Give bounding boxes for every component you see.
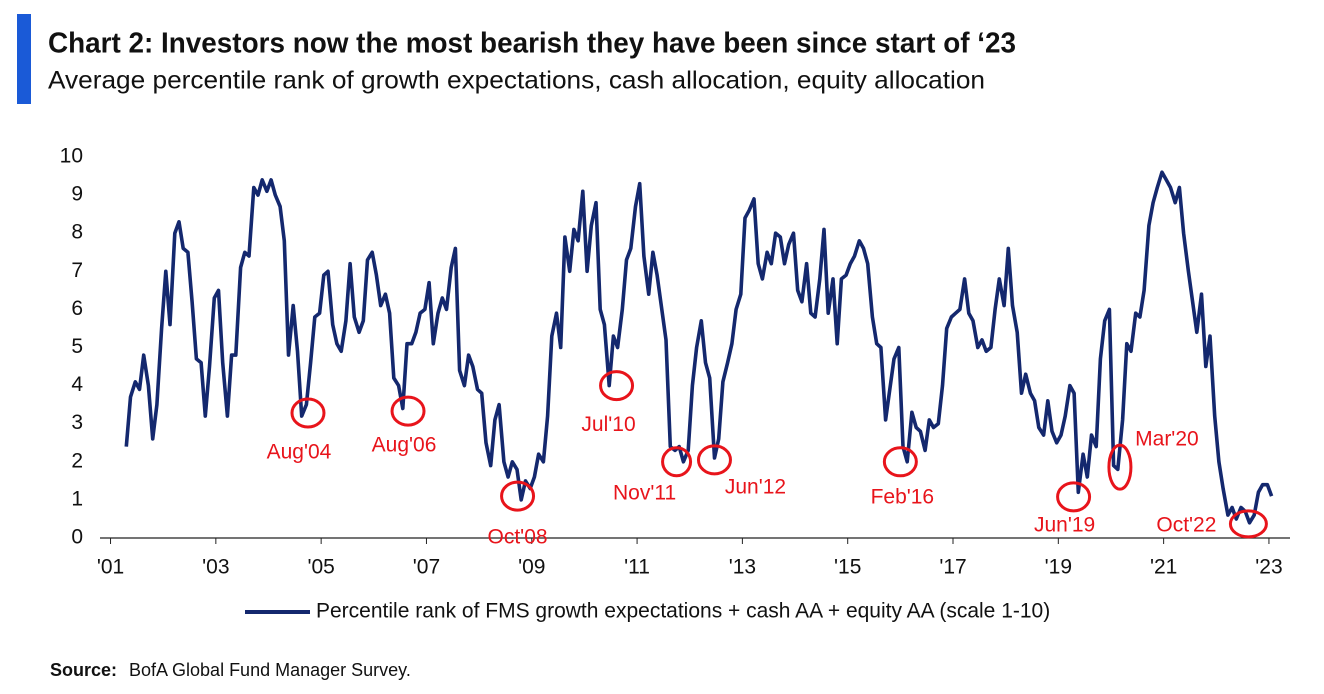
annotation-circle bbox=[696, 444, 732, 476]
x-tick-label: '01 bbox=[97, 556, 124, 579]
x-tick-label: '03 bbox=[202, 556, 229, 579]
annotation-circle bbox=[599, 370, 635, 402]
annotation-circle bbox=[882, 446, 918, 478]
annotation-circle bbox=[661, 446, 693, 478]
y-tick-label: 6 bbox=[71, 297, 83, 320]
legend-label: Percentile rank of FMS growth expectatio… bbox=[316, 600, 1050, 623]
x-tick-label: '15 bbox=[834, 556, 861, 579]
data-line bbox=[124, 170, 1274, 525]
x-tick-label: '13 bbox=[729, 556, 756, 579]
x-tick-label: '23 bbox=[1255, 556, 1282, 579]
chart-subtitle: Average percentile rank of growth expect… bbox=[48, 67, 985, 95]
y-tick-label: 3 bbox=[71, 411, 83, 434]
annotation-circle bbox=[1107, 443, 1133, 491]
x-tick-label: '05 bbox=[307, 556, 334, 579]
chart-title: Chart 2: Investors now the most bearish … bbox=[48, 28, 1016, 60]
annotation-label: Oct'08 bbox=[488, 526, 548, 549]
annotation-label: Nov'11 bbox=[613, 481, 676, 504]
y-tick-label: 10 bbox=[60, 145, 83, 168]
annotation-circle bbox=[1056, 481, 1092, 513]
annotation-circle bbox=[390, 395, 426, 427]
y-tick-label: 5 bbox=[71, 335, 83, 358]
y-tick-label: 0 bbox=[71, 526, 83, 549]
annotation-label: Jun'19 bbox=[1034, 513, 1095, 536]
accent-bar bbox=[17, 14, 31, 104]
x-tick-label: '11 bbox=[624, 556, 650, 579]
annotation-label: Jul'10 bbox=[581, 413, 635, 436]
x-tick-label: '17 bbox=[939, 556, 966, 579]
x-tick-label: '07 bbox=[413, 556, 440, 579]
y-tick-label: 1 bbox=[71, 487, 83, 510]
annotation-label: Feb'16 bbox=[871, 485, 935, 508]
annotation-label: Aug'04 bbox=[267, 441, 332, 464]
annotation-label: Oct'22 bbox=[1156, 513, 1216, 536]
annotation-label: Aug'06 bbox=[372, 434, 437, 457]
y-tick-label: 4 bbox=[71, 373, 83, 396]
source-label: Source: bbox=[50, 660, 117, 680]
y-tick-label: 9 bbox=[71, 183, 83, 206]
y-tick-label: 8 bbox=[71, 221, 83, 244]
annotation-circle bbox=[1228, 509, 1268, 539]
y-tick-label: 7 bbox=[71, 259, 83, 282]
y-tick-label: 2 bbox=[71, 449, 83, 472]
x-tick-label: '09 bbox=[518, 556, 545, 579]
annotation-label: Mar'20 bbox=[1135, 428, 1199, 451]
x-tick-label: '21 bbox=[1150, 556, 1177, 579]
annotation-circle bbox=[290, 397, 326, 429]
annotation-label: Jun'12 bbox=[725, 475, 786, 498]
annotation-circle bbox=[500, 480, 536, 512]
x-tick-label: '19 bbox=[1045, 556, 1072, 579]
source: BofA Global Fund Manager Survey. bbox=[129, 660, 411, 680]
